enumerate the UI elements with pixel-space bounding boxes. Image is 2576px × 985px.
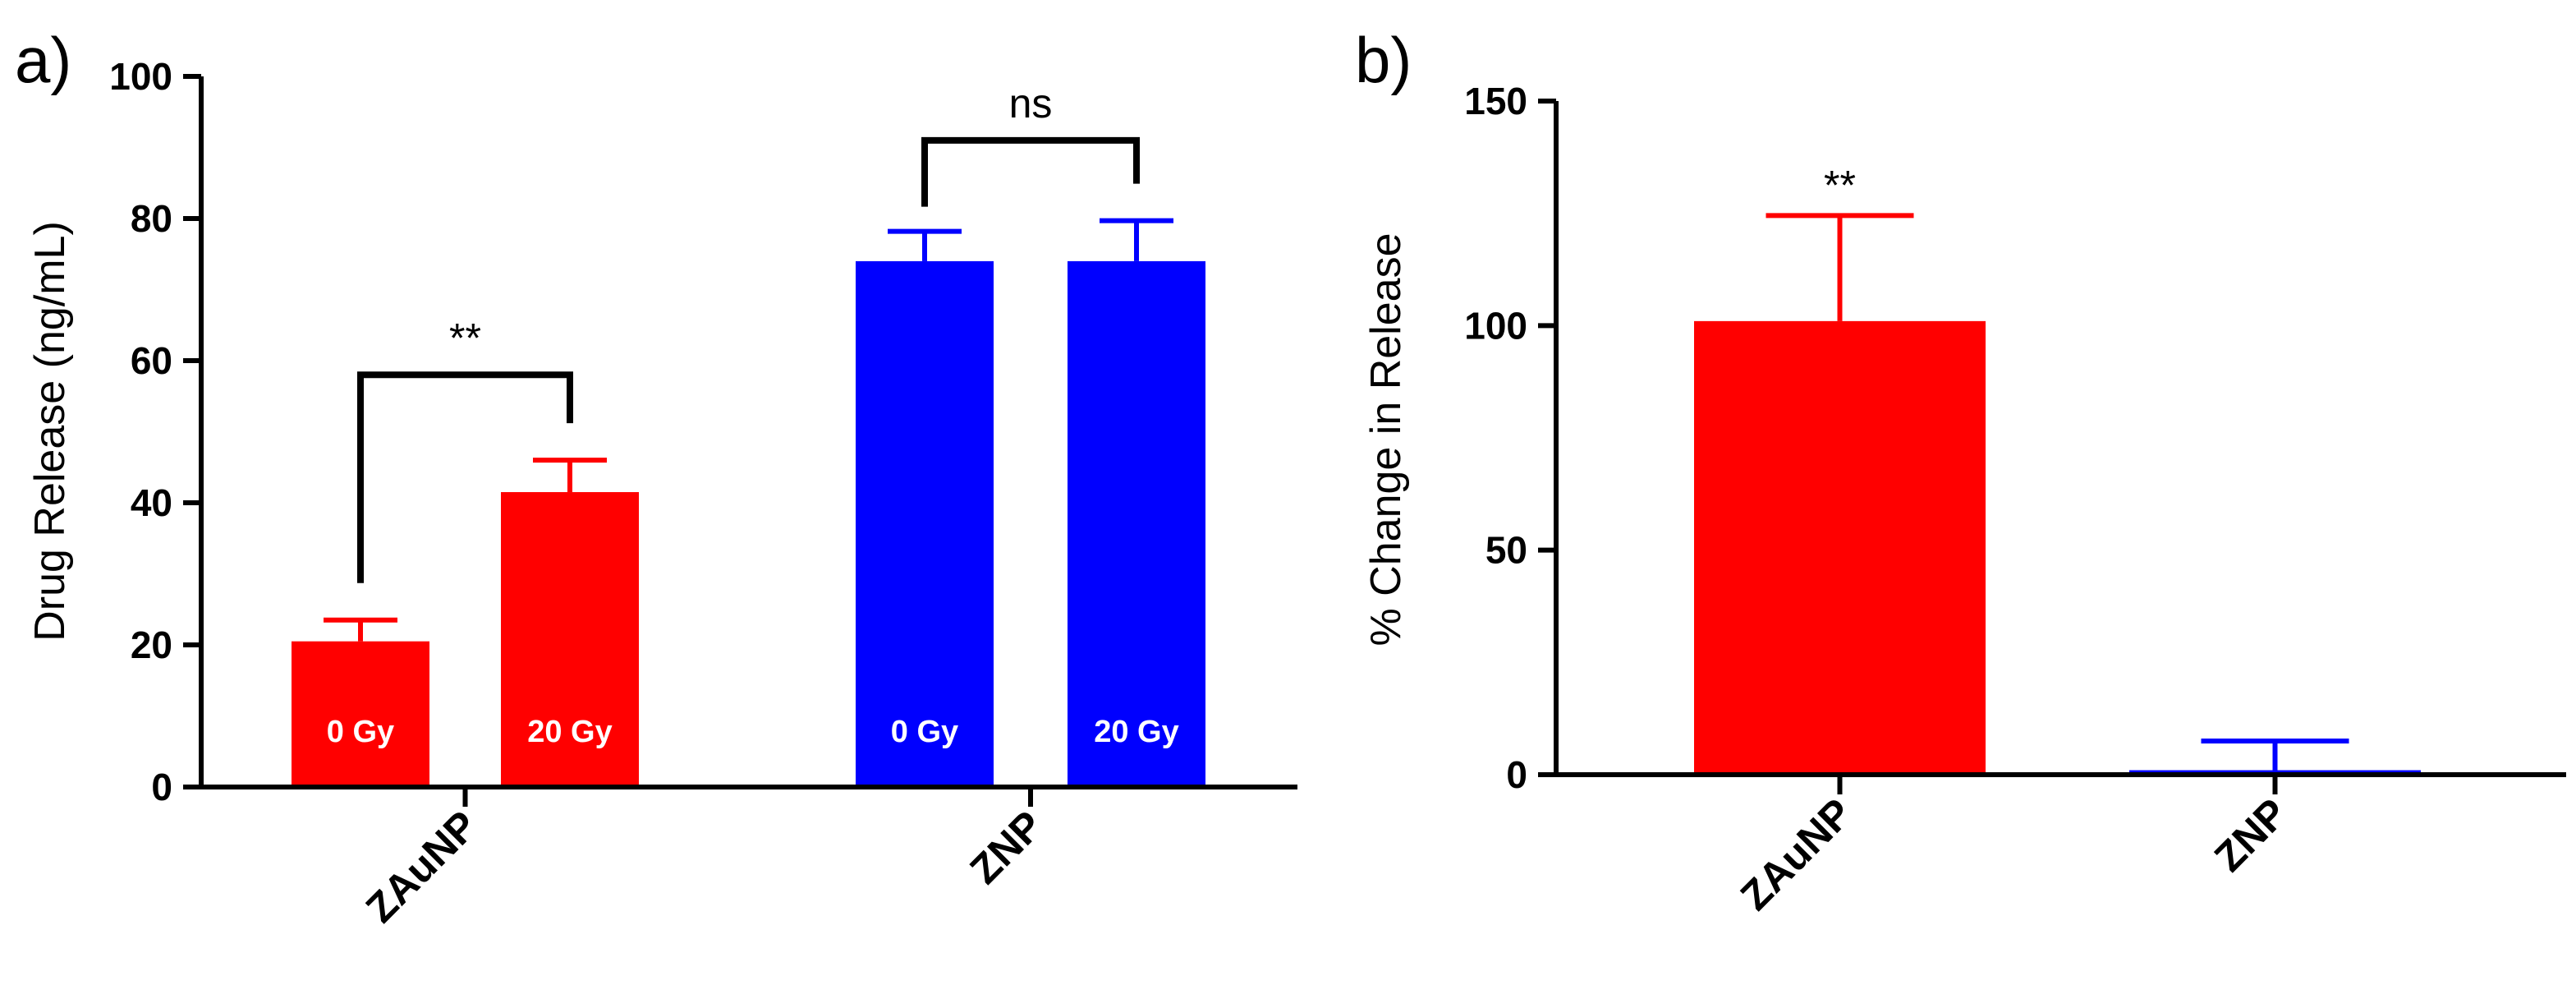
panel-a-y-tick-label: 20 xyxy=(131,624,172,666)
panel-a-bar-znp-0gy xyxy=(856,260,994,787)
panel-a-significance-label: ns xyxy=(1009,81,1053,127)
panel-b-label: b) xyxy=(1355,24,1412,96)
panel-b-bar-zaunp xyxy=(1694,320,1986,775)
panel-b-category-label: ZAuNP xyxy=(1732,789,1861,918)
panel-a-label: a) xyxy=(15,24,71,96)
panel-a-drug-release-chart: a) Drug Release (ng/mL) 0 20 40 60 80 100 0 G… xyxy=(15,24,1297,932)
panel-b-y-tick-label: 0 xyxy=(1506,753,1527,796)
panel-a-bar-zaunp-20gy xyxy=(501,492,639,787)
panel-b-y-tick-label: 150 xyxy=(1464,80,1527,122)
panel-a-bar-dose-label: 20 Gy xyxy=(1094,715,1179,749)
panel-b-y-axis-title: % Change in Release xyxy=(1362,233,1410,647)
panel-a-significance-bracket xyxy=(921,136,1140,207)
panel-a-category-label: ZNP xyxy=(961,802,1051,892)
panel-b-significance-label: ** xyxy=(1824,162,1856,208)
panel-b-y-tick-label: 50 xyxy=(1485,529,1527,572)
panel-a-bar-dose-label: 0 Gy xyxy=(891,715,958,749)
panel-a-y-tick-label: 0 xyxy=(151,766,172,808)
panel-a-y-tick-label: 80 xyxy=(131,197,172,240)
panel-b-y-tick-label: 100 xyxy=(1464,304,1527,347)
panel-a-bar-dose-label: 0 Gy xyxy=(327,715,394,749)
panel-a-significance-label: ** xyxy=(449,315,481,361)
panel-b-category-label: ZNP xyxy=(2206,789,2296,880)
panel-a-y-axis-title: Drug Release (ng/mL) xyxy=(26,221,74,642)
panel-a-category-label: ZAuNP xyxy=(357,802,486,931)
panel-a-bar-zaunp-0gy xyxy=(292,641,429,787)
panel-a-y-tick-label: 60 xyxy=(131,339,172,382)
panel-a-y-tick-label: 40 xyxy=(131,481,172,524)
panel-b-percent-change-chart: b) % Change in Release 0 50 100 150 ** ZAuN… xyxy=(1355,24,2566,919)
panel-a-y-tick-label: 100 xyxy=(109,55,172,98)
panel-a-bar-znp-20gy xyxy=(1068,260,1205,787)
panel-a-significance-bracket xyxy=(357,371,573,583)
panel-a-bar-dose-label: 20 Gy xyxy=(527,715,613,749)
